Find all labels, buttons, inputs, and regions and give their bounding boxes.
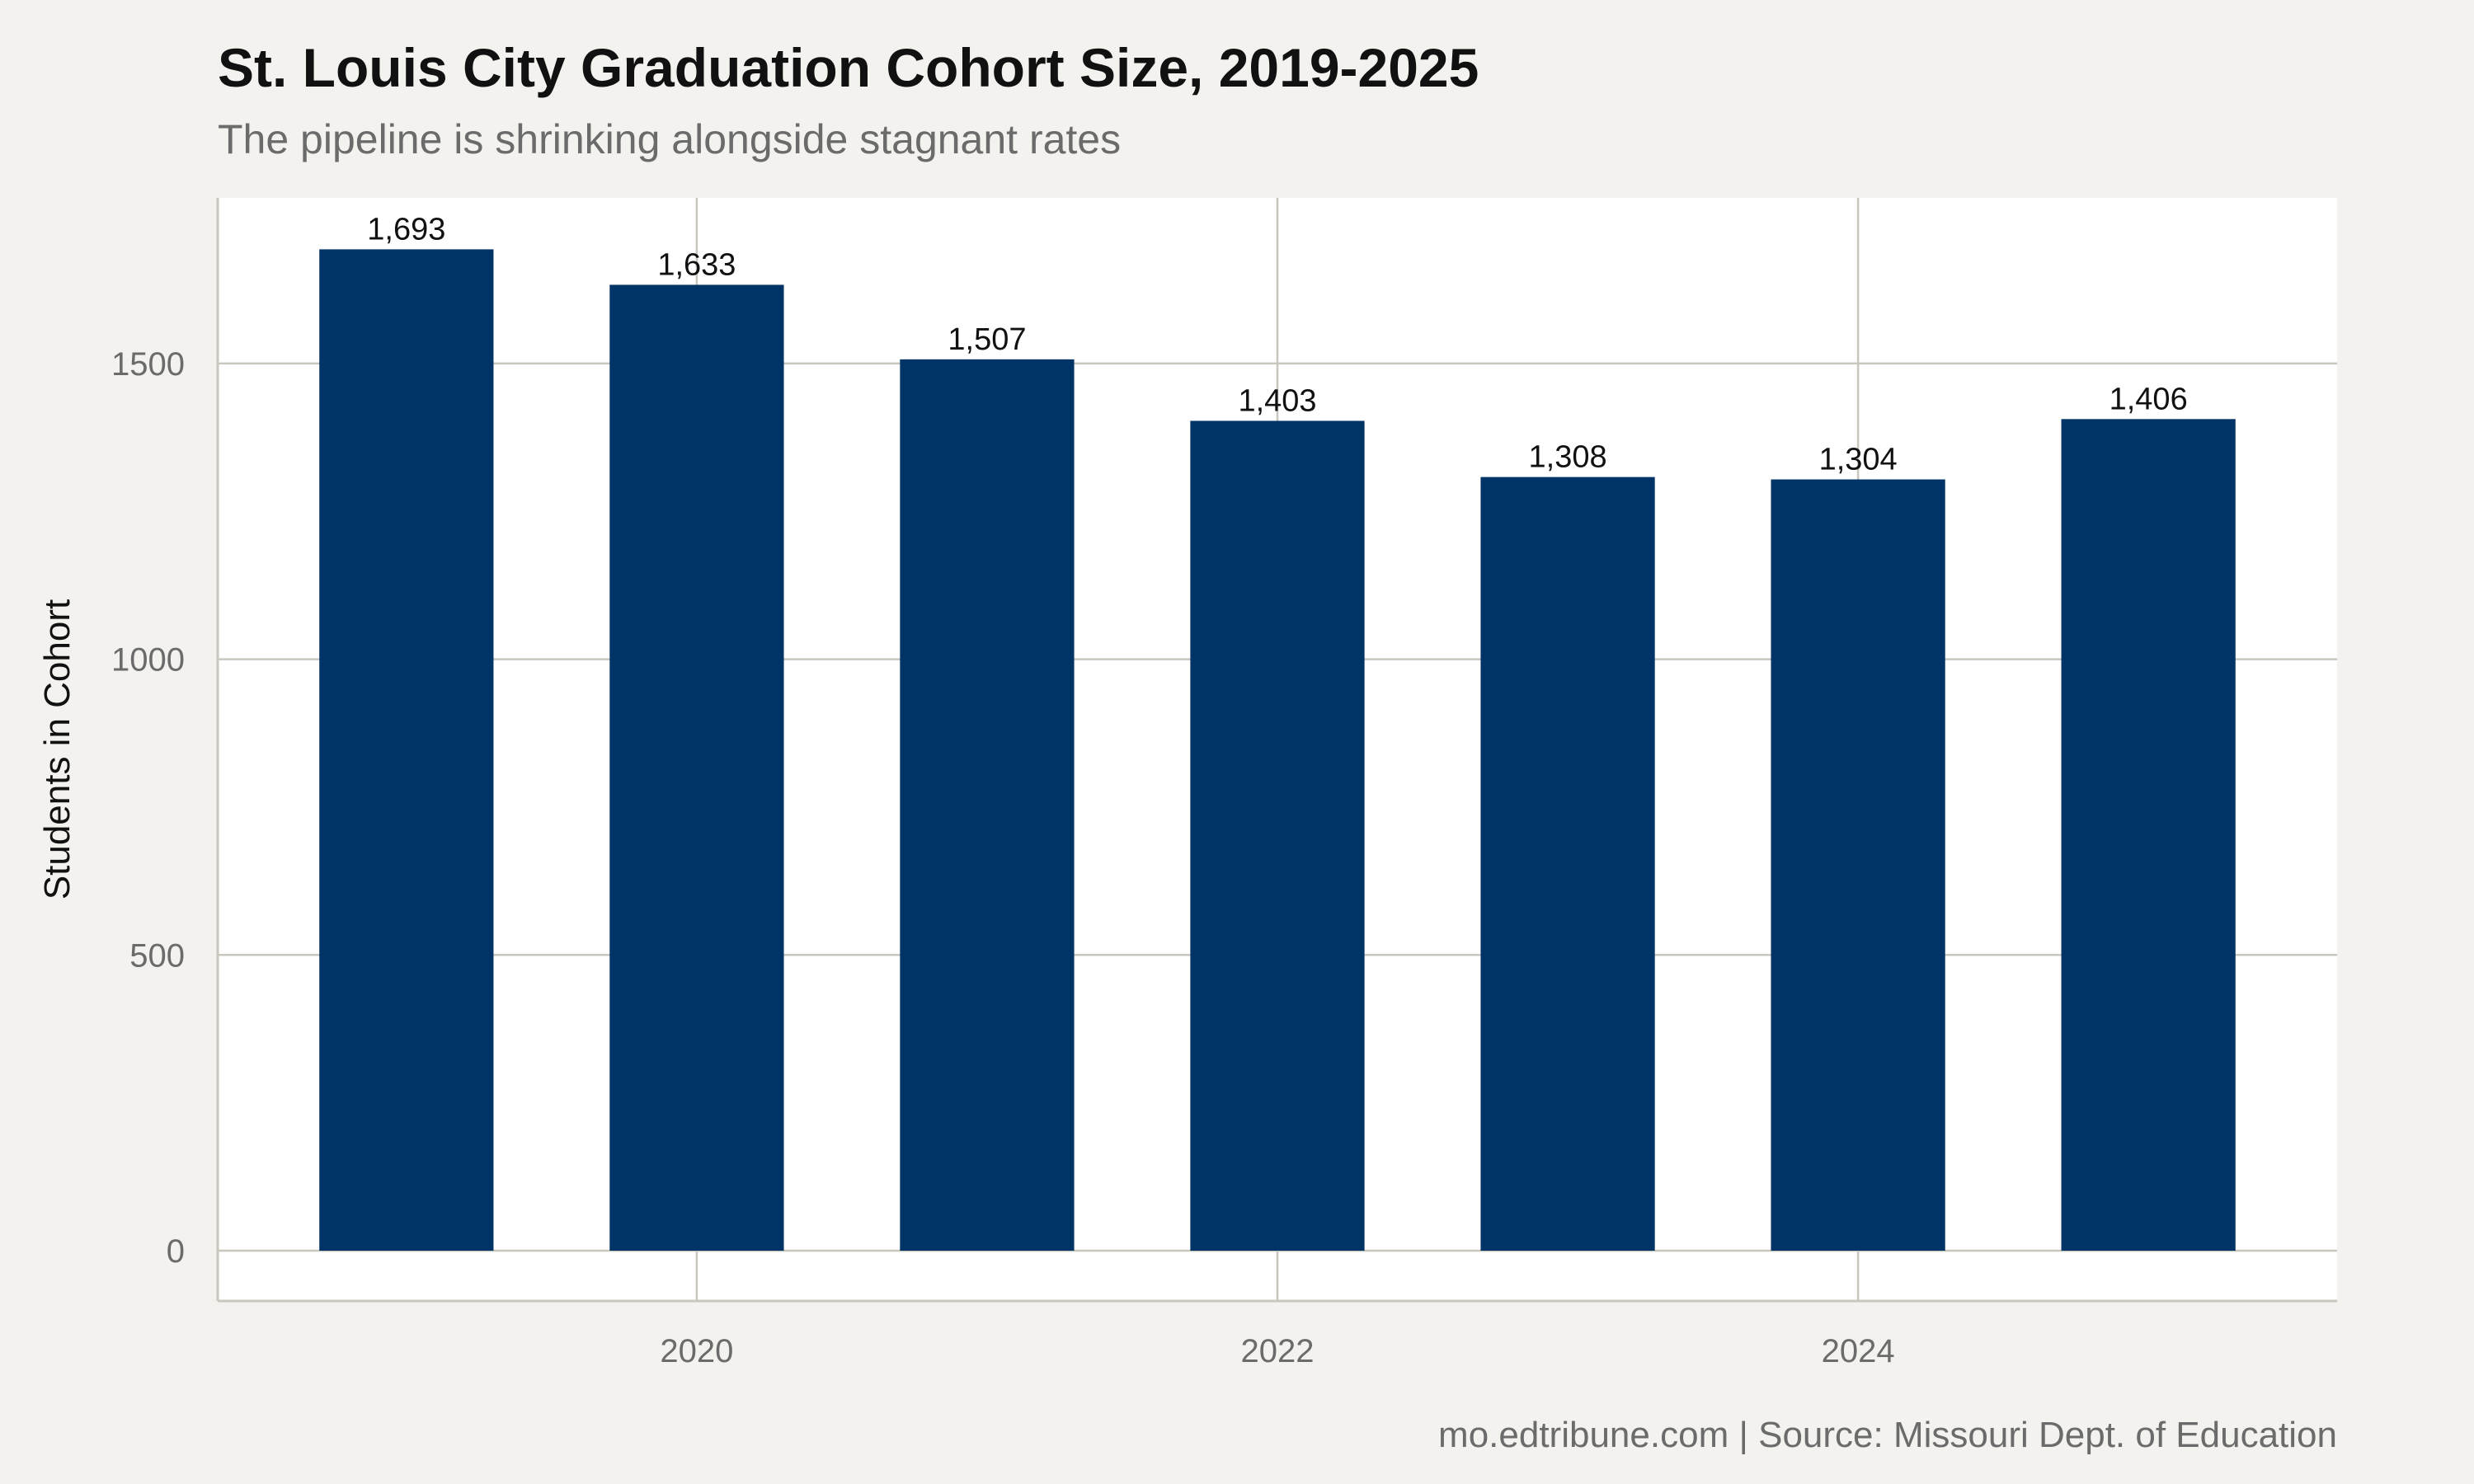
- y-tick-label: 1500: [111, 346, 185, 383]
- x-tick-label: 2020: [660, 1333, 733, 1369]
- data-label-2022: 1,403: [1238, 383, 1316, 418]
- tick-labels: 0 500 1000 1500 2020 2022 2024: [111, 346, 1895, 1369]
- bars: [319, 249, 2236, 1252]
- y-tick-label: 500: [129, 937, 185, 974]
- bar-2025: [2061, 419, 2236, 1252]
- data-label-2024: 1,304: [1819, 442, 1898, 477]
- bar-2020: [609, 284, 784, 1252]
- y-tick-label: 0: [167, 1233, 185, 1270]
- data-label-2020: 1,633: [657, 247, 736, 282]
- data-label-2025: 1,406: [2109, 382, 2188, 416]
- x-tick-label: 2022: [1241, 1333, 1315, 1369]
- y-axis-title: Students in Cohort: [37, 599, 78, 899]
- bar-2019: [319, 249, 494, 1252]
- chart-title: St. Louis City Graduation Cohort Size, 2…: [218, 37, 1479, 98]
- data-labels: 1,693 1,633 1,507 1,403 1,308 1,304 1,406: [367, 212, 2187, 477]
- bar-2023: [1480, 477, 1655, 1252]
- chart-caption: mo.edtribune.com | Source: Missouri Dept…: [1438, 1415, 2337, 1455]
- bar-2021: [900, 359, 1075, 1252]
- axes: [216, 198, 2337, 1303]
- bar-2024: [1771, 479, 1945, 1252]
- bar-2022: [1190, 420, 1365, 1252]
- y-tick-label: 1000: [111, 642, 185, 679]
- data-label-2023: 1,308: [1529, 440, 1607, 475]
- chart-subtitle: The pipeline is shrinking alongside stag…: [218, 116, 1122, 162]
- x-tick-label: 2024: [1822, 1333, 1895, 1369]
- data-label-2021: 1,507: [948, 322, 1026, 357]
- data-label-2019: 1,693: [367, 212, 445, 247]
